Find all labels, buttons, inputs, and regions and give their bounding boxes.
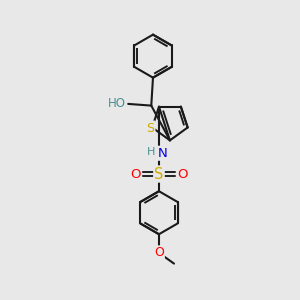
Text: O: O	[177, 167, 187, 181]
Text: HO: HO	[108, 98, 126, 110]
Text: N: N	[158, 147, 167, 160]
Text: O: O	[154, 246, 164, 260]
Text: H: H	[147, 146, 155, 157]
Text: S: S	[146, 122, 154, 134]
Text: O: O	[130, 167, 141, 181]
Text: S: S	[154, 167, 164, 182]
